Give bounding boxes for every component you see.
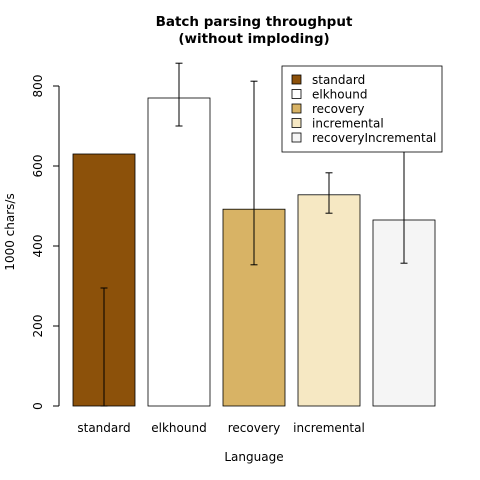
y-tick-label-400: 400 (31, 235, 45, 258)
legend-swatch-recovery (291, 103, 302, 114)
legend-swatch-recoveryIncremental (291, 132, 302, 143)
legend-label-incremental: incremental (312, 117, 384, 131)
y-axis-label: 1000 chars/s (3, 193, 17, 270)
x-tick-labels: standard elkhound recovery incremental (77, 421, 364, 435)
y-axis: 0 200 400 600 800 (31, 75, 60, 410)
x-tick-label-recovery: recovery (228, 421, 281, 435)
legend-label-elkhound: elkhound (312, 88, 367, 102)
bar-incremental (297, 194, 361, 407)
error-bars-group (100, 62, 408, 407)
bar-elkhound (147, 97, 211, 407)
x-tick-label-incremental: incremental (293, 421, 365, 435)
x-tick-label-standard: standard (77, 421, 130, 435)
legend: standardelkhoundrecoveryincrementalrecov… (281, 65, 443, 153)
x-tick-label-elkhound: elkhound (151, 421, 206, 435)
legend-swatch-elkhound (291, 89, 302, 99)
legend-swatch-standard (291, 74, 302, 85)
chart-title: Batch parsing throughput (156, 14, 353, 30)
legend-box (281, 65, 443, 153)
x-axis-label: Language (224, 450, 283, 464)
legend-label-recoveryIncremental: recoveryIncremental (312, 131, 436, 145)
chart-subtitle: (without imploding) (178, 31, 329, 47)
legend-label-standard: standard (312, 73, 365, 87)
legend-label-recovery: recovery (312, 102, 365, 116)
y-tick-label-0: 0 (31, 402, 45, 410)
y-tick-label-200: 200 (31, 315, 45, 338)
y-tick-label-800: 800 (31, 75, 45, 98)
legend-swatch-incremental (291, 118, 302, 128)
y-tick-label-600: 600 (31, 155, 45, 178)
